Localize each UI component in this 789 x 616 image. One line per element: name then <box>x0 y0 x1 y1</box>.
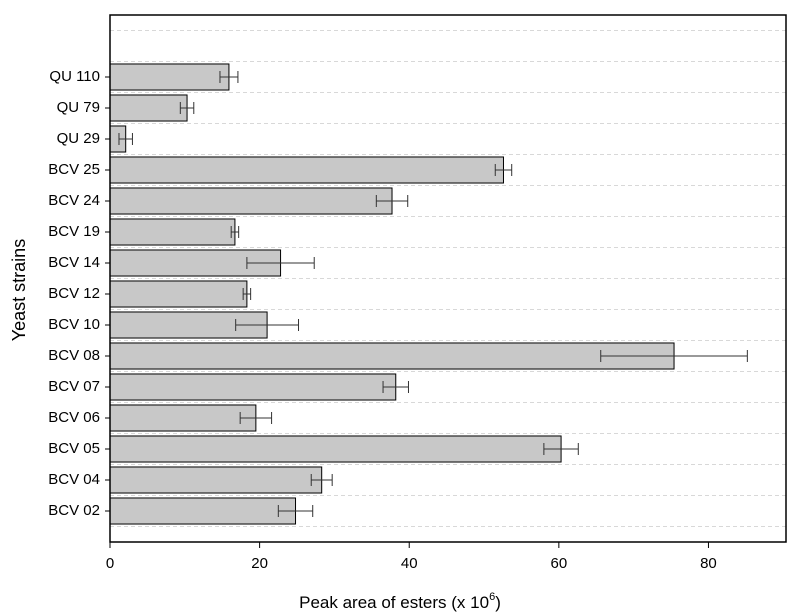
y-tick-label: QU 79 <box>57 99 100 116</box>
x-axis-label: Peak area of esters (x 106) <box>299 591 501 613</box>
bar <box>109 280 248 308</box>
error-bar <box>239 412 273 424</box>
y-tick-label: BCV 02 <box>48 502 100 519</box>
y-tick-label: BCV 24 <box>48 192 100 209</box>
y-tick-label: BCV 10 <box>48 316 100 333</box>
error-bar <box>494 164 513 176</box>
error-bar <box>277 505 314 517</box>
error-bar <box>118 133 133 145</box>
bar <box>109 404 257 432</box>
x-axis-label-exponent: 6 <box>489 591 495 603</box>
y-tick-label: BCV 12 <box>48 285 100 302</box>
bar <box>109 94 188 122</box>
x-tick-label: 60 <box>550 555 567 572</box>
y-tick-label: BCV 07 <box>48 378 100 395</box>
error-bar <box>600 350 748 362</box>
error-bar <box>543 443 579 455</box>
x-tick-label: 40 <box>401 555 418 572</box>
error-bar <box>235 319 300 331</box>
error-bar <box>246 257 315 269</box>
y-tick-label: BCV 05 <box>48 440 100 457</box>
y-tick-label: BCV 04 <box>48 471 100 488</box>
error-bar <box>179 102 195 114</box>
bar <box>109 342 675 370</box>
bar <box>109 156 504 184</box>
y-tick-label: BCV 08 <box>48 347 100 364</box>
bar <box>109 373 397 401</box>
y-tick-label: QU 29 <box>57 130 100 147</box>
y-tick-label: QU 110 <box>49 68 100 85</box>
y-tick-label: BCV 25 <box>48 161 100 178</box>
bar <box>109 63 230 91</box>
x-tick-label: 80 <box>700 555 717 572</box>
x-axis-label-end: ) <box>495 593 501 612</box>
x-tick-label: 0 <box>106 555 114 572</box>
x-axis-label-text: Peak area of esters (x 10 <box>299 593 489 612</box>
bar <box>109 435 562 463</box>
error-bar <box>230 226 240 238</box>
error-bar <box>382 381 409 393</box>
error-bar <box>242 288 252 300</box>
y-axis-label: Yeast strains <box>9 239 29 341</box>
plot-frame <box>109 14 787 543</box>
y-tick-label: BCV 06 <box>48 409 100 426</box>
bar <box>109 497 297 525</box>
error-bar <box>219 71 239 83</box>
bar <box>109 187 393 215</box>
x-tick-label: 20 <box>251 555 268 572</box>
error-bar <box>310 474 333 486</box>
y-tick-label: BCV 19 <box>48 223 100 240</box>
y-tick-label: BCV 14 <box>48 254 100 271</box>
bar <box>109 466 323 494</box>
error-bar <box>375 195 409 207</box>
bar <box>109 218 236 246</box>
